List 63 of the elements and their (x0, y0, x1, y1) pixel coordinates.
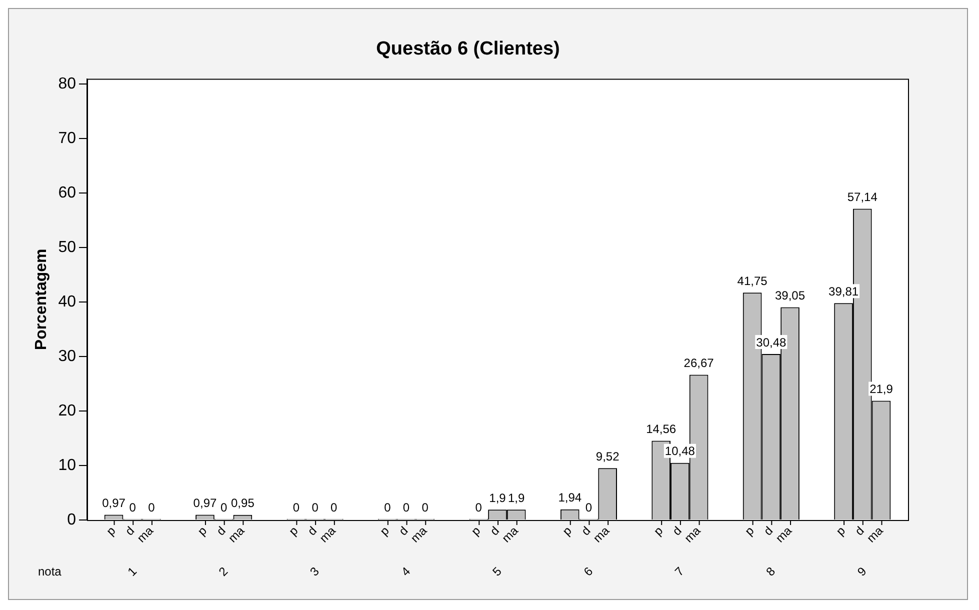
data-label: 0 (422, 500, 429, 514)
text: d (852, 524, 867, 538)
text: p (742, 524, 757, 538)
data-label: 26,67 (684, 356, 714, 370)
text: p (833, 524, 848, 538)
text: p (560, 524, 574, 538)
data-label: 41,75 (737, 274, 768, 288)
y-tick-label: 40 (58, 294, 76, 311)
text: ma (682, 524, 704, 546)
x-tick-label: 4 (398, 564, 414, 579)
data-label: 10,48 (664, 444, 696, 458)
text: d (487, 524, 502, 538)
data-label: 0,97 (102, 496, 126, 510)
data-label: 57,14 (847, 190, 878, 204)
text: p (377, 524, 392, 538)
text: p (468, 524, 484, 538)
x-tick-label: 6 (580, 564, 596, 579)
data-label: 1,9 (508, 490, 526, 505)
data-label: 1,94 (558, 490, 582, 505)
data-label: 30,48 (756, 335, 787, 350)
y-tick-label: 60 (58, 184, 76, 202)
data-label: 39,05 (775, 288, 806, 303)
data-label: 14,56 (646, 422, 676, 436)
y-tick-label: 80 (58, 76, 76, 93)
x-tick-label: 5 (490, 564, 505, 579)
y-tick-label: 0 (67, 511, 76, 528)
x-axis-title: nota (38, 564, 62, 578)
text: p (286, 524, 301, 538)
text: ma (499, 524, 521, 546)
data-label: 0 (129, 500, 136, 514)
y-tick-label: 20 (58, 402, 76, 420)
data-label: 0 (475, 500, 482, 514)
data-label: 0 (292, 500, 300, 514)
text: ma (864, 524, 886, 546)
x-tick-label: 7 (672, 564, 687, 579)
text: d (670, 524, 684, 538)
chart-title: Questão 6 (Clientes) (376, 38, 560, 60)
y-tick-label: 50 (58, 239, 76, 256)
data-label: 0 (312, 500, 319, 514)
data-label: 0 (585, 500, 592, 514)
data-label: 0 (220, 500, 228, 514)
data-label: 0 (384, 500, 392, 514)
text: p (650, 524, 666, 538)
y-tick-label: 30 (58, 348, 76, 365)
data-label: 39,81 (828, 284, 859, 298)
data-label: 0 (148, 500, 156, 514)
text: p (194, 524, 210, 538)
y-tick-label: 70 (58, 130, 76, 148)
x-tick-label: 8 (763, 564, 778, 579)
data-label: 0 (402, 500, 410, 514)
y-axis-title: Porcentagem (33, 248, 50, 350)
data-label: 1,9 (489, 490, 506, 505)
y-tick-label: 10 (58, 456, 76, 474)
x-tick-label: 3 (307, 564, 322, 579)
data-label: 0,95 (231, 496, 255, 510)
x-tick-label: 1 (124, 564, 140, 579)
x-tick-label: 2 (216, 564, 231, 579)
data-label: 0,97 (193, 496, 217, 510)
data-label: 9,52 (596, 449, 620, 464)
data-label: 0 (330, 500, 338, 514)
data-label: 21,9 (870, 382, 894, 396)
text: p (104, 523, 118, 538)
x-tick-label: 9 (854, 564, 870, 579)
